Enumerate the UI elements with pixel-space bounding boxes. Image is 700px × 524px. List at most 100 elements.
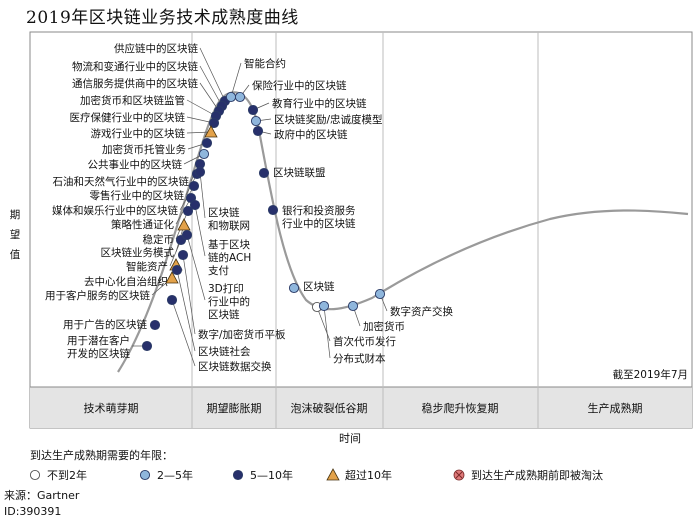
leader-line <box>199 47 226 102</box>
technology-label: 教育行业中的区块链 <box>272 97 367 110</box>
marker-y5_10 <box>181 229 193 241</box>
technology-label: 零售行业中的区块链 <box>90 189 185 202</box>
x-axis-label: 时间 <box>339 432 361 445</box>
leader-line <box>316 306 331 342</box>
technology-label: 供应链中的区块链 <box>114 42 198 55</box>
marker-y5_10 <box>201 137 213 149</box>
phase-label: 泡沫破裂低谷期 <box>291 401 368 415</box>
legend-label: 2—5年 <box>157 468 193 482</box>
marker-y2_5 <box>318 300 330 312</box>
as-of-note: 截至2019年7月 <box>613 368 688 381</box>
source-note: 来源：Gartner <box>4 489 80 502</box>
hype-curve <box>117 91 689 373</box>
technology-label: 保险行业中的区块链 <box>252 79 347 92</box>
marker-y5_10 <box>166 294 178 306</box>
technology-label: 区块链联盟 <box>273 166 326 179</box>
leader-line <box>186 234 206 301</box>
leader-line <box>230 62 242 98</box>
leader-line <box>186 99 217 117</box>
leader-line <box>186 131 212 134</box>
phase-label: 技术萌芽期 <box>84 401 139 415</box>
marker-y5_10 <box>149 319 161 331</box>
y-axis-label: 期望值 <box>10 209 21 261</box>
leader-line <box>199 65 223 107</box>
legend-label: 5—10年 <box>250 468 293 482</box>
technology-label: 区块链奖励/忠诚度模型 <box>274 113 383 126</box>
phase-label: 期望膨胀期 <box>207 401 262 415</box>
legend-label: 到达生产成熟期前即被淘汰 <box>471 468 603 482</box>
legend-marker <box>29 469 41 481</box>
technology-label: 用于广告的区块链 <box>63 318 147 331</box>
technology-label: 3D打印行业中的区块链 <box>208 282 250 321</box>
marker-y5_10 <box>188 180 200 192</box>
technology-label: 分布式财本 <box>333 352 386 365</box>
technology-label: 石油和天然气行业中的区块链 <box>53 175 190 188</box>
legend-marker <box>326 468 340 481</box>
leader-line <box>171 299 196 367</box>
technology-label: 医疗保健行业中的区块链 <box>70 111 186 124</box>
marker-y2_5 <box>347 300 359 312</box>
technology-label: 去中心化自治组织 <box>84 275 168 288</box>
marker-y2_5 <box>225 91 237 103</box>
technology-label: 物流和变通行业中的区块链 <box>72 60 198 73</box>
marker-y5_10 <box>141 340 153 352</box>
marker-y2_5 <box>234 91 246 103</box>
legend-marker <box>232 469 244 481</box>
document-id: ID:390391 <box>4 505 62 518</box>
marker-y5_10 <box>208 117 220 129</box>
technology-label: 智能资产 <box>126 260 168 273</box>
leader-line <box>176 269 196 352</box>
marker-y2_5 <box>198 148 210 160</box>
technology-label: 首次代币发行 <box>333 335 396 348</box>
technology-label: 区块链业务模式 <box>101 246 175 259</box>
leader-line <box>194 204 206 257</box>
technology-label: 数字资产交换 <box>390 305 453 318</box>
footer: 来源：Gartner ID:390391 <box>4 488 79 520</box>
technology-label: 游戏行业中的区块链 <box>91 127 186 140</box>
chart-title: 2019年区块链业务技术成熟度曲线 <box>26 8 299 28</box>
legend-label: 不到2年 <box>47 468 87 482</box>
leader-line <box>199 171 206 219</box>
technology-label: 区块链社会 <box>198 345 251 358</box>
technology-label: 稳定币 <box>143 233 175 246</box>
technology-label: 加密货币 <box>363 320 405 333</box>
legend-marker-cross <box>455 471 463 479</box>
technology-label: 区块链数据交换 <box>198 360 272 373</box>
marker-y5_10 <box>247 104 259 116</box>
marker-y5_10 <box>252 125 264 137</box>
phase-label: 稳步爬升恢复期 <box>422 401 499 415</box>
marker-y2_5 <box>374 288 386 300</box>
technology-label: 政府中的区块链 <box>274 128 348 141</box>
marker-gt10 <box>204 125 218 138</box>
marker-gt10 <box>165 271 179 284</box>
marker-y5_10 <box>189 199 201 211</box>
marker-gt10 <box>177 218 191 231</box>
marker-y5_10 <box>267 204 279 216</box>
technology-label: 银行和投资服务行业中的区块链 <box>282 204 356 230</box>
technology-label: 通信服务提供商中的区块链 <box>72 77 198 90</box>
technology-label: 用于潜在客户开发的区块链 <box>67 334 130 360</box>
legend-title: 到达生产成熟期需要的年限： <box>30 448 173 462</box>
technology-label: 媒体和娱乐行业中的区块链 <box>52 204 178 217</box>
technology-label: 数字/加密货币平板 <box>198 328 286 341</box>
technology-label: 用于客户服务的区块链 <box>45 289 150 302</box>
leader-line <box>323 305 331 359</box>
legend-marker <box>139 469 151 481</box>
technology-label: 智能合约 <box>244 57 286 70</box>
phase-strip <box>30 387 692 428</box>
marker-y5_10 <box>177 249 189 261</box>
marker-y5_10 <box>194 166 206 178</box>
technology-label: 区块链和物联网 <box>208 206 250 232</box>
marker-y5_10 <box>182 205 194 217</box>
legend-label: 超过10年 <box>345 468 392 482</box>
marker-y2_5 <box>250 115 262 127</box>
marker-y2_5 <box>288 282 300 294</box>
technology-label: 策略性通证化 <box>111 218 174 231</box>
leader-line <box>182 254 196 335</box>
technology-label: 加密货币托管业务 <box>102 143 186 156</box>
marker-y5_10 <box>171 264 183 276</box>
technology-label: 公共事业中的区块链 <box>88 158 183 171</box>
leader-line <box>199 82 220 112</box>
phase-label: 生产成熟期 <box>588 401 643 415</box>
